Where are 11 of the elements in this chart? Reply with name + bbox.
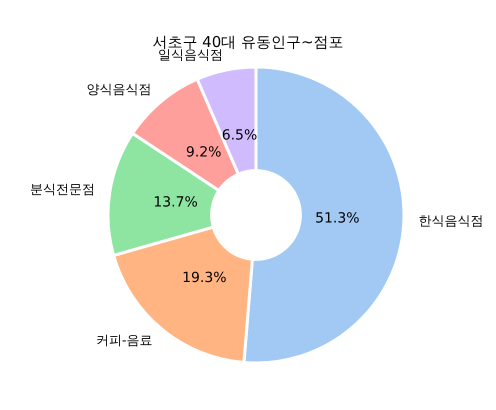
data-label: 51.3% — [315, 210, 360, 226]
data-label: 6.5% — [222, 127, 258, 144]
data-label: 19.3% — [182, 270, 227, 286]
slice-label: 커피-음료 — [96, 333, 153, 348]
slice-label: 분식전문점 — [30, 182, 96, 198]
data-label: 13.7% — [153, 194, 198, 211]
slice-label: 일식음식점 — [158, 48, 223, 64]
slice-label: 양식음식점 — [86, 82, 152, 98]
data-label: 9.2% — [186, 144, 222, 161]
slice-label: 한식음식점 — [418, 214, 484, 230]
chart-title: 서초구 40대 유동인구~점포 — [152, 33, 344, 51]
